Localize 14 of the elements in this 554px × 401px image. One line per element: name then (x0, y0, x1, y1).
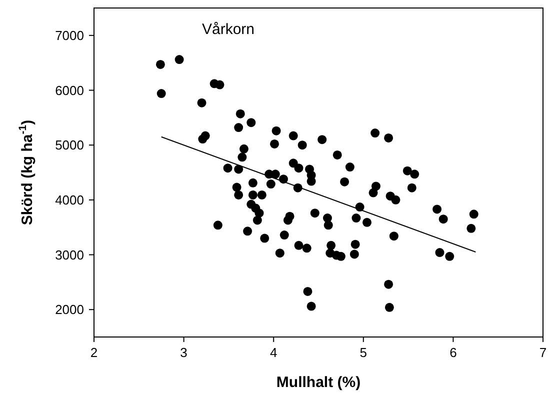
y-tick-label: 3000 (55, 247, 84, 262)
y-tick-label: 2000 (55, 302, 84, 318)
x-axis-title: Mullhalt (%) (276, 374, 361, 391)
x-tick-label: 7 (539, 345, 547, 360)
text: Vårkorn (202, 21, 255, 38)
x-tick-label: 4 (270, 345, 278, 360)
x-tick-label: 6 (450, 345, 457, 360)
y-tick-label: 4000 (55, 192, 84, 208)
y-tick-label: 6000 (55, 82, 84, 98)
y-tick-label: 5000 (55, 138, 84, 153)
x-tick-label: 5 (360, 345, 368, 360)
x-tick-label: 2 (90, 345, 98, 360)
x-tick-label: 3 (180, 345, 188, 360)
y-tick-label: 7000 (55, 28, 84, 43)
